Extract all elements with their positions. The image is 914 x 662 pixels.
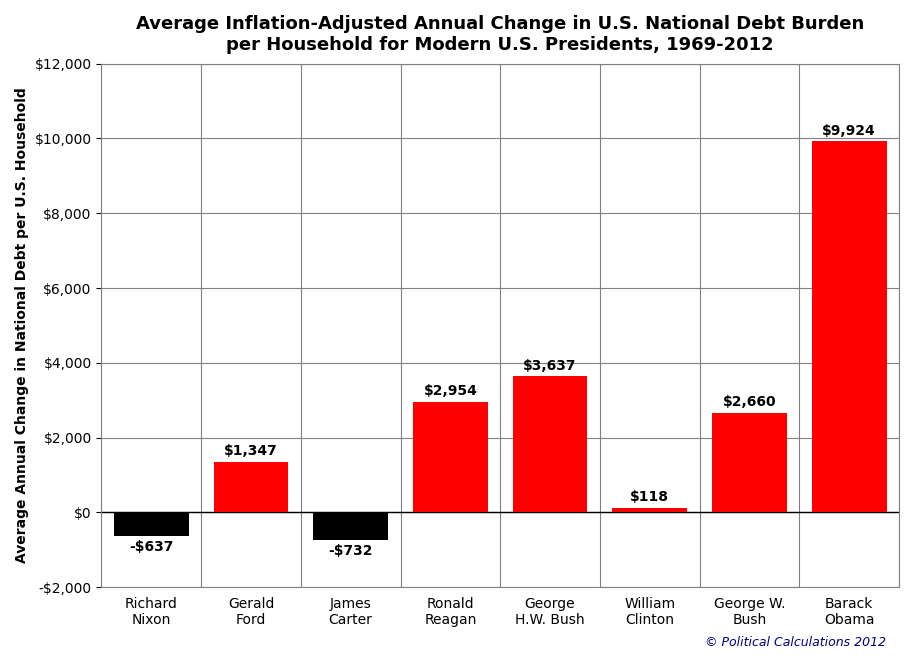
Title: Average Inflation-Adjusted Annual Change in U.S. National Debt Burden
per Househ: Average Inflation-Adjusted Annual Change… <box>136 15 865 54</box>
Text: $3,637: $3,637 <box>524 359 577 373</box>
Text: $9,924: $9,924 <box>823 124 876 138</box>
Bar <box>612 508 687 512</box>
Text: © Political Calculations 2012: © Political Calculations 2012 <box>706 636 887 649</box>
Bar <box>413 402 488 512</box>
Bar <box>114 512 188 536</box>
Bar <box>214 462 288 512</box>
Bar <box>812 141 887 512</box>
Bar <box>314 512 388 540</box>
Y-axis label: Average Annual Change in National Debt per U.S. Household: Average Annual Change in National Debt p… <box>15 87 29 563</box>
Text: $1,347: $1,347 <box>224 444 278 458</box>
Text: $118: $118 <box>631 491 669 504</box>
Bar <box>712 413 787 512</box>
Text: $2,954: $2,954 <box>423 384 477 399</box>
Text: -$732: -$732 <box>328 544 373 557</box>
Bar <box>513 377 588 512</box>
Text: $2,660: $2,660 <box>723 395 776 409</box>
Text: -$637: -$637 <box>129 540 174 554</box>
